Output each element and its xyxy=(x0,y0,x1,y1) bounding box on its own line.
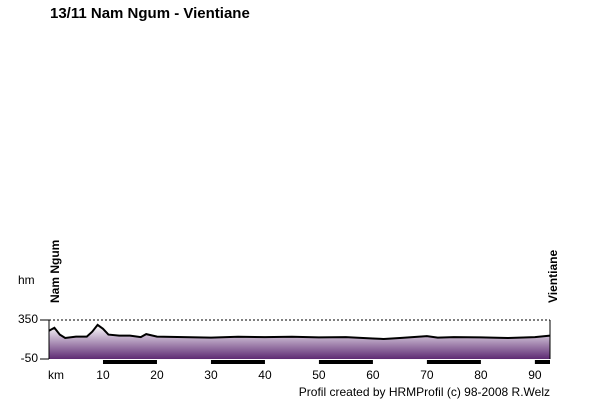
km-scale-segment xyxy=(534,360,550,364)
x-tick-label: 10 xyxy=(96,368,110,382)
footer: Profil created by HRMProfil (c) 98-2008 … xyxy=(299,385,550,399)
x-tick-label: 30 xyxy=(204,368,218,382)
x-tick-label: 60 xyxy=(366,368,380,382)
profile-area xyxy=(49,324,550,359)
km-scale-segment xyxy=(210,360,265,364)
x-tick-label: 70 xyxy=(420,368,434,382)
y-axis-label: hm xyxy=(18,273,35,287)
km-scale xyxy=(49,360,550,364)
x-tick-label: 90 xyxy=(528,368,542,382)
km-scale-segment xyxy=(426,360,481,364)
x-axis-label: km xyxy=(48,368,64,382)
km-scale-segment xyxy=(318,360,373,364)
x-tick-label: 50 xyxy=(312,368,326,382)
x-tick-label: 80 xyxy=(474,368,488,382)
x-tick-label: 40 xyxy=(258,368,272,382)
end-label: Vientiane xyxy=(546,250,560,303)
start-label: Nam Ngum xyxy=(48,240,62,303)
chart-title: 13/11 Nam Ngum - Vientiane xyxy=(50,5,250,22)
km-scale-segment xyxy=(102,360,157,364)
y-tick-label: 350 xyxy=(18,312,38,326)
profile-line xyxy=(48,323,551,341)
y-tick-label: -50 xyxy=(21,351,39,365)
x-tick-label: 20 xyxy=(150,368,164,382)
